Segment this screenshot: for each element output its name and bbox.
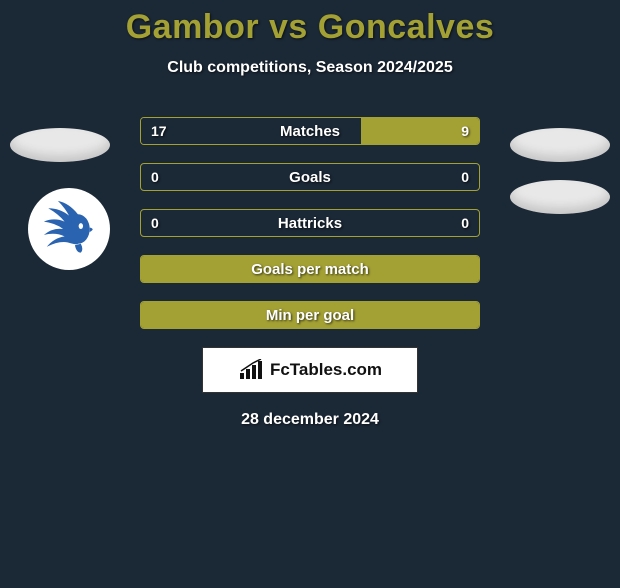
- bar-label: Goals per match: [141, 256, 479, 282]
- stat-bar-min-per-goal: Min per goal: [140, 301, 480, 329]
- title: Gambor vs Goncalves: [0, 8, 620, 47]
- subtitle: Club competitions, Season 2024/2025: [0, 59, 620, 77]
- brand-text: FcTables.com: [270, 360, 382, 380]
- stat-bar-goals: 00Goals: [140, 163, 480, 191]
- date: 28 december 2024: [0, 411, 620, 429]
- stat-bar-goals-per-match: Goals per match: [140, 255, 480, 283]
- team-left-logo-2: [28, 188, 110, 270]
- chief-icon: [32, 192, 106, 266]
- team-left-logo-1: [10, 128, 110, 162]
- team-right-logo-1: [510, 128, 610, 162]
- bar-label: Matches: [141, 118, 479, 144]
- stat-bars: 179Matches 00Goals 00Hattricks Goals per ma…: [140, 117, 480, 329]
- team-right-logo-2: [510, 180, 610, 214]
- bar-label: Goals: [141, 164, 479, 190]
- bar-label: Min per goal: [141, 302, 479, 328]
- stat-bar-matches: 179Matches: [140, 117, 480, 145]
- brand-chart-icon: [238, 359, 264, 381]
- stat-bar-hattricks: 00Hattricks: [140, 209, 480, 237]
- bar-label: Hattricks: [141, 210, 479, 236]
- brand-box: FcTables.com: [202, 347, 418, 393]
